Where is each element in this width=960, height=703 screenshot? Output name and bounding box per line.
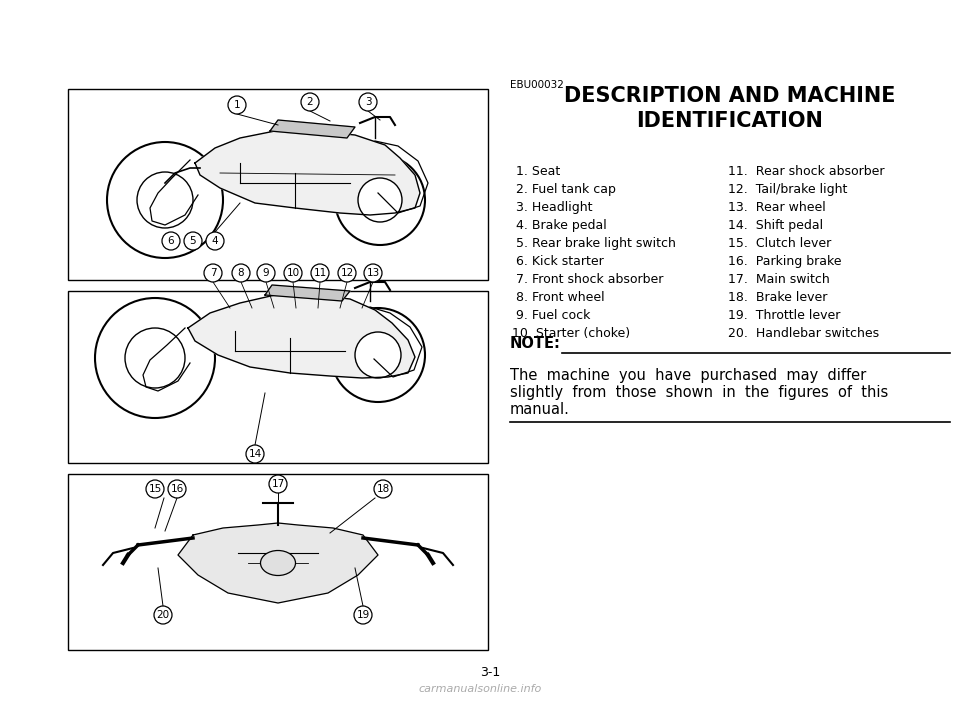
Text: 8: 8	[238, 268, 244, 278]
Circle shape	[162, 232, 180, 250]
Circle shape	[125, 328, 185, 388]
Text: 20.  Handlebar switches: 20. Handlebar switches	[728, 327, 879, 340]
Text: 7. Front shock absorber: 7. Front shock absorber	[512, 273, 663, 286]
Text: 16.  Parking brake: 16. Parking brake	[728, 255, 842, 268]
Bar	[68, 89, 488, 280]
Text: 4: 4	[212, 236, 218, 246]
Text: 17: 17	[272, 479, 284, 489]
Text: slightly  from  those  shown  in  the  figures  of  this: slightly from those shown in the figures…	[510, 385, 888, 400]
Polygon shape	[188, 295, 415, 378]
Circle shape	[358, 178, 402, 222]
Text: NOTE:: NOTE:	[510, 336, 561, 351]
Text: 18: 18	[376, 484, 390, 494]
Circle shape	[354, 606, 372, 624]
Circle shape	[301, 93, 319, 111]
Text: 17.  Main switch: 17. Main switch	[728, 273, 829, 286]
Circle shape	[137, 172, 193, 228]
Text: 1: 1	[233, 100, 240, 110]
Text: 2. Fuel tank cap: 2. Fuel tank cap	[512, 183, 616, 196]
Circle shape	[257, 264, 275, 282]
Circle shape	[374, 480, 392, 498]
Text: 9: 9	[263, 268, 270, 278]
Circle shape	[338, 264, 356, 282]
Text: 10: 10	[286, 268, 300, 278]
Circle shape	[359, 93, 377, 111]
Text: 1. Seat: 1. Seat	[512, 165, 561, 178]
Text: 14.  Shift pedal: 14. Shift pedal	[728, 219, 823, 232]
Ellipse shape	[260, 550, 296, 576]
Text: 19: 19	[356, 610, 370, 620]
Circle shape	[331, 308, 425, 402]
Circle shape	[168, 480, 186, 498]
Bar	[68, 291, 488, 463]
Text: 9. Fuel cock: 9. Fuel cock	[512, 309, 590, 322]
Polygon shape	[195, 131, 420, 215]
Text: 3-1: 3-1	[480, 666, 500, 680]
Circle shape	[246, 445, 264, 463]
Circle shape	[228, 96, 246, 114]
Text: 4. Brake pedal: 4. Brake pedal	[512, 219, 607, 232]
Circle shape	[146, 480, 164, 498]
Polygon shape	[265, 285, 350, 301]
Text: 7: 7	[209, 268, 216, 278]
Circle shape	[95, 298, 215, 418]
Circle shape	[335, 155, 425, 245]
Text: 3: 3	[365, 97, 372, 107]
Text: 15.  Clutch lever: 15. Clutch lever	[728, 237, 831, 250]
Circle shape	[269, 475, 287, 493]
Text: 11: 11	[313, 268, 326, 278]
Text: manual.: manual.	[510, 402, 570, 417]
Text: 10. Starter (choke): 10. Starter (choke)	[512, 327, 630, 340]
Text: 3. Headlight: 3. Headlight	[512, 201, 592, 214]
Text: IDENTIFICATION: IDENTIFICATION	[636, 111, 824, 131]
Text: EBU00032: EBU00032	[510, 80, 564, 90]
Text: 12.  Tail/brake light: 12. Tail/brake light	[728, 183, 848, 196]
Text: 16: 16	[170, 484, 183, 494]
Circle shape	[154, 606, 172, 624]
Text: 6: 6	[168, 236, 175, 246]
Circle shape	[206, 232, 224, 250]
Circle shape	[184, 232, 202, 250]
Text: 5. Rear brake light switch: 5. Rear brake light switch	[512, 237, 676, 250]
Circle shape	[311, 264, 329, 282]
Circle shape	[355, 332, 401, 378]
Text: 19.  Throttle lever: 19. Throttle lever	[728, 309, 840, 322]
Circle shape	[107, 142, 223, 258]
Text: 15: 15	[149, 484, 161, 494]
Text: DESCRIPTION AND MACHINE: DESCRIPTION AND MACHINE	[564, 86, 896, 106]
Polygon shape	[178, 523, 378, 603]
Text: 6. Kick starter: 6. Kick starter	[512, 255, 604, 268]
Text: 18.  Brake lever: 18. Brake lever	[728, 291, 828, 304]
Text: 2: 2	[306, 97, 313, 107]
Circle shape	[364, 264, 382, 282]
Text: 13: 13	[367, 268, 379, 278]
Text: The  machine  you  have  purchased  may  differ: The machine you have purchased may diffe…	[510, 368, 866, 383]
Text: 5: 5	[190, 236, 196, 246]
Text: 14: 14	[249, 449, 262, 459]
Circle shape	[232, 264, 250, 282]
Text: 20: 20	[156, 610, 170, 620]
Text: 8. Front wheel: 8. Front wheel	[512, 291, 605, 304]
Polygon shape	[270, 120, 355, 138]
Circle shape	[284, 264, 302, 282]
Text: 11.  Rear shock absorber: 11. Rear shock absorber	[728, 165, 884, 178]
Bar	[68, 474, 488, 650]
Text: 12: 12	[341, 268, 353, 278]
Circle shape	[204, 264, 222, 282]
Text: carmanualsonline.info: carmanualsonline.info	[419, 684, 541, 694]
Text: 13.  Rear wheel: 13. Rear wheel	[728, 201, 826, 214]
